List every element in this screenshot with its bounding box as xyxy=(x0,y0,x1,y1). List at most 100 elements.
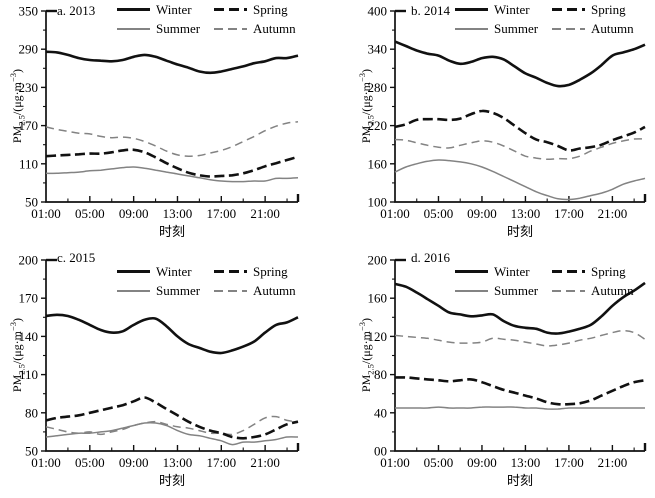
legend-label: Winter xyxy=(156,264,192,279)
legend: Winter Spring Summer Autumn xyxy=(455,264,634,298)
legend-item-autumn: Autumn xyxy=(552,283,634,298)
x-tick-label: 17:00 xyxy=(554,206,584,221)
legend-item-summer: Summer xyxy=(455,21,552,36)
autumn-line-swatch xyxy=(214,289,247,292)
series-winter-line xyxy=(45,50,299,75)
legend-item-summer: Summer xyxy=(117,21,214,36)
legend-label: Spring xyxy=(591,264,626,279)
series-spring-line xyxy=(394,109,646,152)
chart-panel-2013: 50 110 170 230 290 350 01:00 05:00 09:00 13:00 17:… xyxy=(0,0,327,249)
legend-item-winter: Winter xyxy=(455,264,552,279)
legend-item-summer: Summer xyxy=(117,283,214,298)
plot-2015: 50 80 110 140 170 200 01:00 05:00 09:00 13:00 17:0… xyxy=(19,253,300,470)
autumn-line-swatch xyxy=(214,27,247,30)
winter-line-swatch xyxy=(117,8,150,11)
x-tick-label: 01:00 xyxy=(380,206,410,221)
series-autumn-line xyxy=(394,329,646,347)
x-tick-label: 13:00 xyxy=(511,206,541,221)
y-tick-label: 100 xyxy=(368,195,388,210)
panel-title-2014: b. 2014 xyxy=(411,3,450,18)
y-axis-label: PM2.5/(μg·m−3) xyxy=(8,68,27,144)
legend-label: Winter xyxy=(156,2,192,17)
x-tick-label: 21:00 xyxy=(598,206,628,221)
x-tick-label: 01:00 xyxy=(380,455,410,470)
plot-2014: 100 160 220 280 340 400 01:00 05:00 09:00 13:00 17… xyxy=(368,4,647,221)
y-tick-label: 200 xyxy=(19,253,39,268)
x-tick-label: 21:00 xyxy=(598,455,628,470)
series-autumn-line xyxy=(45,121,299,157)
series-summer-line xyxy=(395,406,645,410)
y-tick-label: 230 xyxy=(19,80,39,95)
winter-line-swatch xyxy=(117,270,150,273)
legend-item-autumn: Autumn xyxy=(552,21,634,36)
series-spring-line xyxy=(45,396,299,440)
series-spring-line xyxy=(394,376,646,406)
chart-panel-2016: 00 40 80 120 160 200 01:00 05:00 09:00 13:00 17:00… xyxy=(327,249,654,498)
legend-label: Spring xyxy=(591,2,626,17)
legend-label: Winter xyxy=(494,2,530,17)
x-tick-label: 13:00 xyxy=(163,455,193,470)
y-tick-label: 290 xyxy=(19,42,39,57)
x-tick-label: 05:00 xyxy=(424,455,454,470)
legend-item-autumn: Autumn xyxy=(214,21,296,36)
y-tick-label: 200 xyxy=(368,253,388,268)
legend: Winter Spring Summer Autumn xyxy=(455,2,634,36)
x-tick-label: 01:00 xyxy=(31,206,61,221)
x-tick-label: 09:00 xyxy=(119,455,149,470)
x-tick-label: 09:00 xyxy=(467,206,497,221)
y-tick-label: 110 xyxy=(19,156,38,171)
plot-2016: 00 40 80 120 160 200 01:00 05:00 09:00 13:00 17:00… xyxy=(368,253,647,470)
axis-frame xyxy=(394,11,645,203)
x-axis-label: 时刻 xyxy=(506,224,533,239)
y-tick-label: 400 xyxy=(368,4,388,19)
spring-line-swatch xyxy=(214,270,247,273)
y-tick-label: 00 xyxy=(374,444,387,459)
y-tick-label: 160 xyxy=(368,156,388,171)
y-tick-label: 220 xyxy=(368,118,388,133)
autumn-line-swatch xyxy=(552,27,585,30)
x-tick-label: 13:00 xyxy=(511,455,541,470)
spring-line-swatch xyxy=(214,8,247,11)
series-autumn-line xyxy=(45,415,299,436)
legend-label: Spring xyxy=(253,264,288,279)
y-tick-label: 170 xyxy=(19,291,39,306)
legend-item-spring: Spring xyxy=(552,2,634,17)
legend-item-winter: Winter xyxy=(117,264,214,279)
y-tick-label: 350 xyxy=(19,4,39,19)
legend-item-winter: Winter xyxy=(117,2,214,17)
series-autumn-line xyxy=(394,138,646,161)
panel-title-2016: d. 2016 xyxy=(411,250,450,265)
legend-item-summer: Summer xyxy=(455,283,552,298)
x-tick-label: 21:00 xyxy=(250,206,280,221)
x-tick-label: 01:00 xyxy=(31,455,61,470)
legend-label: Summer xyxy=(156,283,201,298)
summer-line-swatch xyxy=(455,289,488,292)
legend-item-spring: Spring xyxy=(552,264,634,279)
x-tick-label: 21:00 xyxy=(250,455,280,470)
legend-label: Autumn xyxy=(591,283,634,298)
x-tick-label: 05:00 xyxy=(75,455,105,470)
legend-label: Summer xyxy=(494,283,539,298)
legend-label: Winter xyxy=(494,264,530,279)
y-tick-label: 160 xyxy=(368,291,388,306)
winter-line-swatch xyxy=(455,8,488,11)
series-winter-line xyxy=(394,281,646,335)
x-tick-label: 09:00 xyxy=(467,455,497,470)
y-tick-label: 340 xyxy=(368,42,388,57)
legend-item-autumn: Autumn xyxy=(214,283,296,298)
summer-line-swatch xyxy=(455,27,488,30)
panel-title-2013: a. 2013 xyxy=(57,3,96,18)
y-tick-label: 110 xyxy=(19,367,38,382)
x-axis-label: 时刻 xyxy=(506,473,533,488)
series-summer-line xyxy=(394,159,646,201)
series-summer-line xyxy=(45,421,299,446)
summer-line-swatch xyxy=(117,289,150,292)
x-tick-label: 05:00 xyxy=(75,206,105,221)
legend: Winter Spring Summer Autumn xyxy=(117,2,296,36)
autumn-line-swatch xyxy=(552,289,585,292)
legend-label: Autumn xyxy=(253,283,296,298)
legend: Winter Spring Summer Autumn xyxy=(117,264,296,298)
y-tick-label: 50 xyxy=(25,444,38,459)
legend-item-spring: Spring xyxy=(214,264,296,279)
